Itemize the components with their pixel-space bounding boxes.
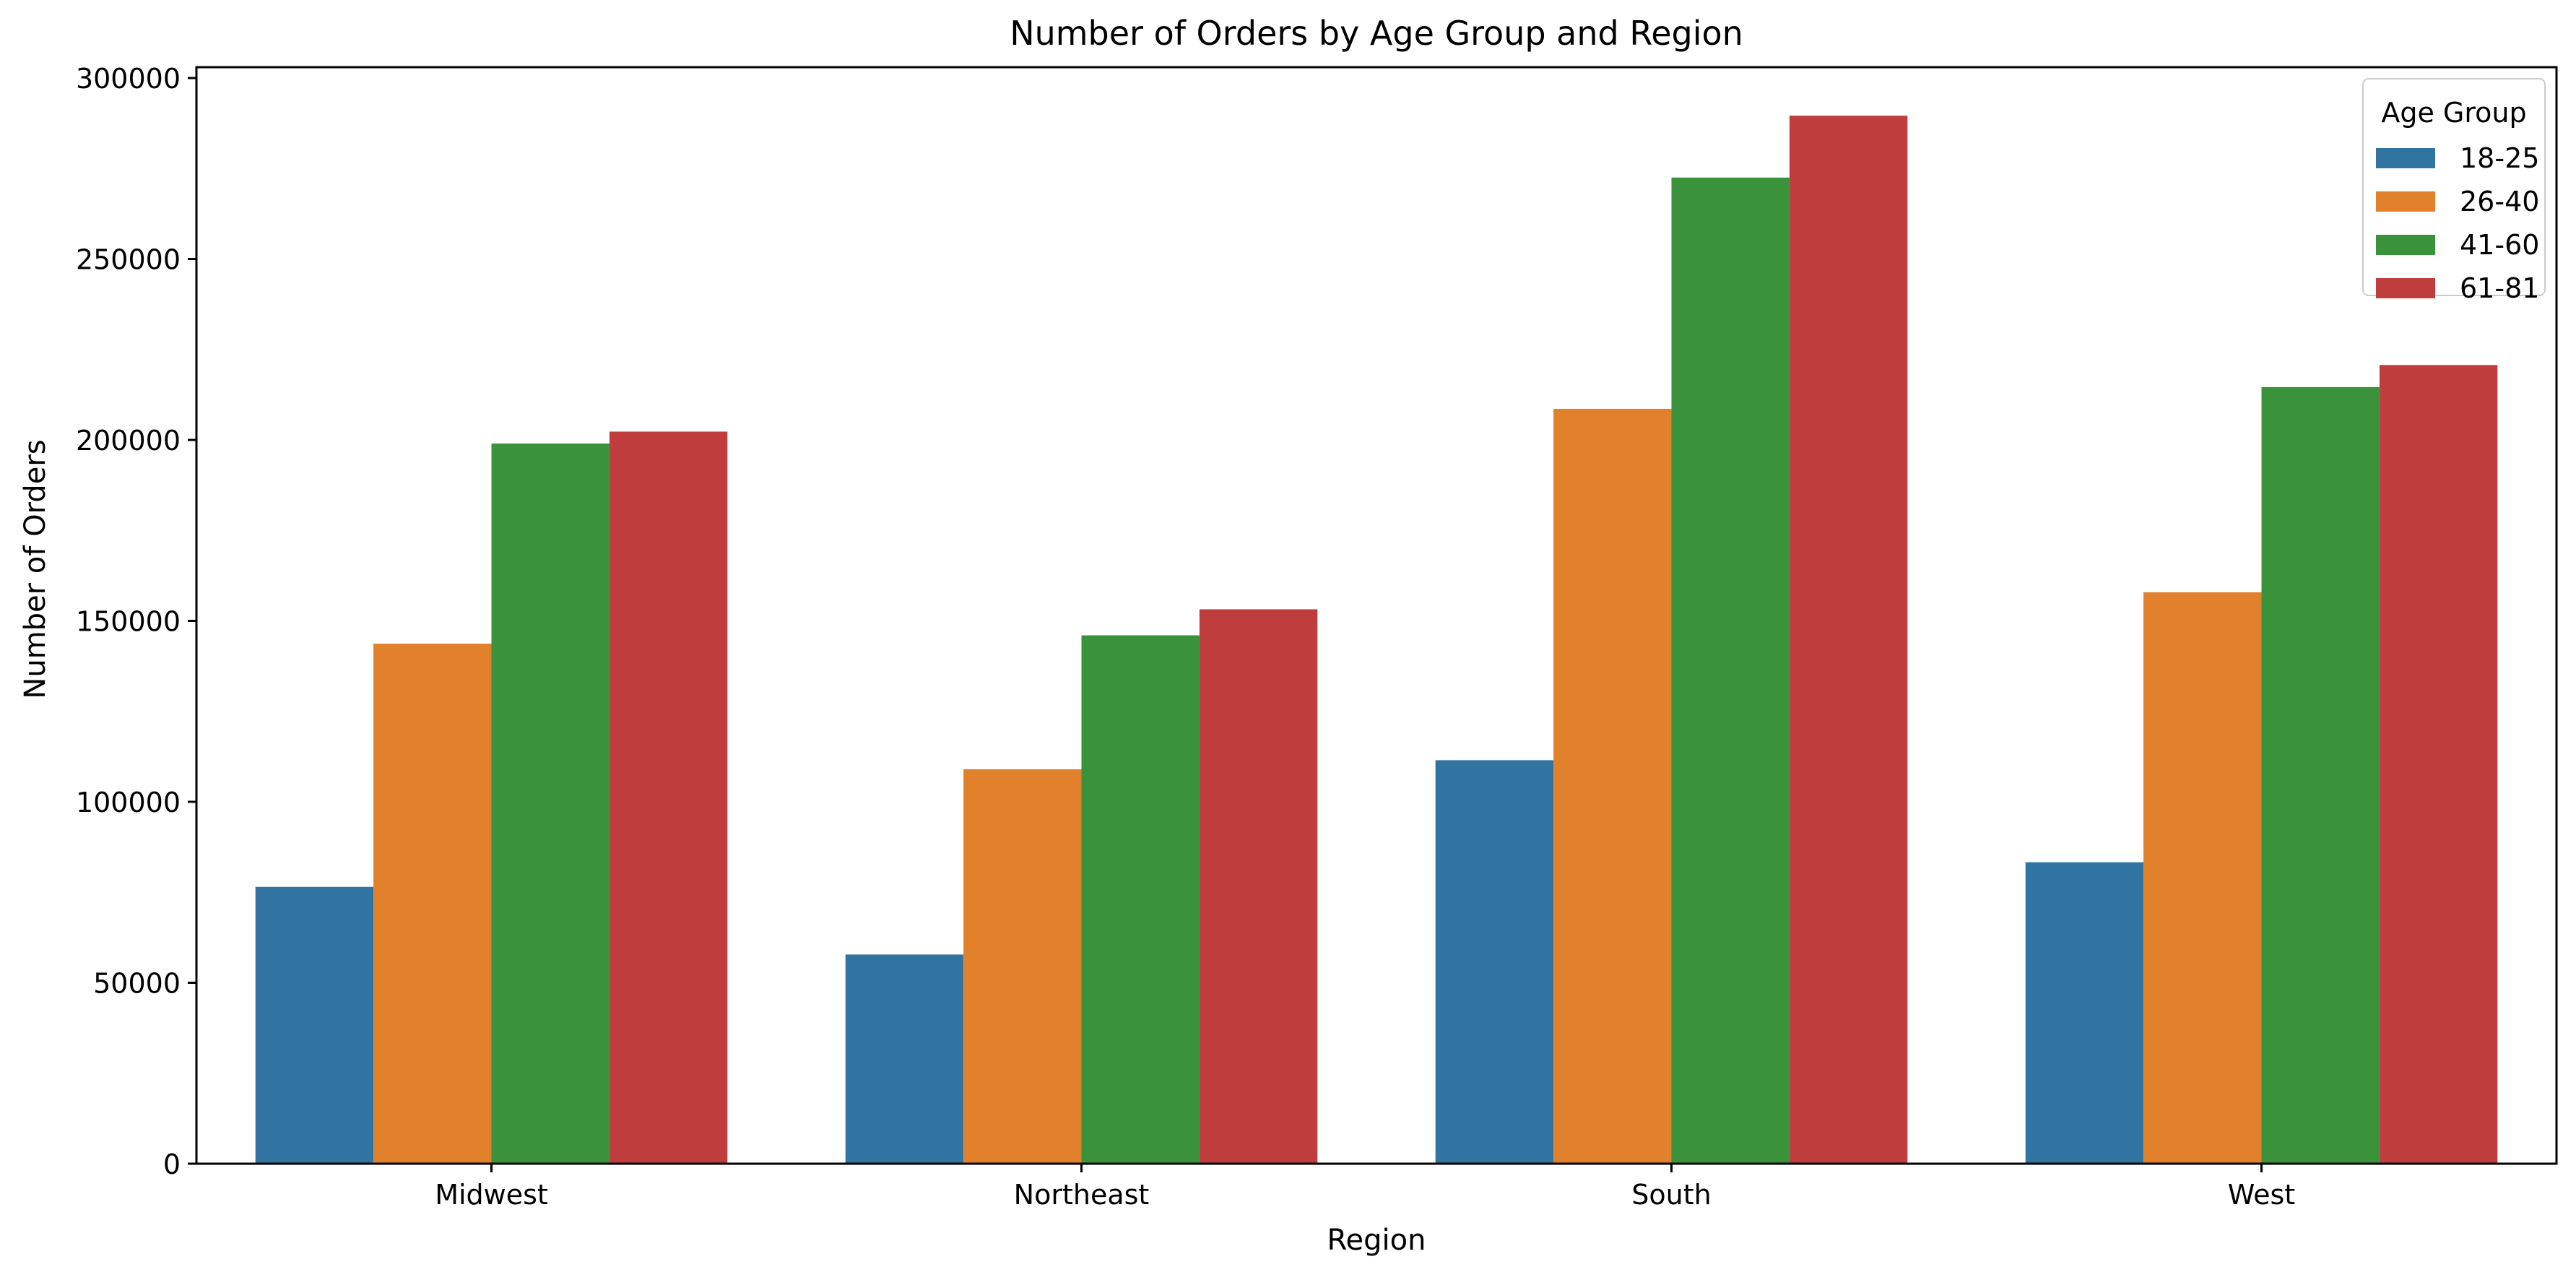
bar-midwest-41-60 [491,444,610,1164]
chart-title: Number of Orders by Age Group and Region [1010,14,1743,53]
x-tick-label: West [2228,1179,2295,1211]
y-tick-label: 50000 [93,968,181,1000]
x-axis-ticks: Midwest Northeast South West [435,1164,2295,1211]
bar-south-41-60 [1671,177,1790,1164]
bar-west-26-40 [2143,592,2262,1164]
legend-label: 18-25 [2460,142,2539,174]
y-axis-ticks: 0 50000 100000 150000 200000 250000 300000 [76,63,196,1180]
bar-midwest-26-40 [373,644,492,1164]
bar-west-61-81 [2379,365,2498,1164]
bar-south-26-40 [1553,408,1672,1164]
y-tick-label: 300000 [76,63,181,95]
bar-midwest-61-81 [609,431,728,1164]
x-tick-label: South [1631,1179,1711,1211]
y-tick-label: 250000 [76,244,181,276]
bars-layer [255,116,2498,1164]
legend-label: 41-60 [2460,229,2539,261]
y-tick-label: 0 [163,1149,181,1180]
bar-west-18-25 [2025,862,2144,1164]
x-tick-label: Northeast [1014,1179,1150,1211]
legend-swatch [2376,278,2435,298]
y-axis-label: Number of Orders [19,439,52,699]
bar-south-61-81 [1789,116,1908,1164]
legend-swatch [2376,148,2435,168]
x-axis-label: Region [1327,1224,1426,1257]
legend-swatch [2376,235,2435,255]
legend-title: Age Group [2381,97,2526,129]
y-tick-label: 200000 [76,425,181,457]
y-tick-label: 100000 [76,787,181,818]
bar-west-41-60 [2261,386,2380,1164]
bar-northeast-61-81 [1199,609,1318,1164]
legend-label: 61-81 [2460,272,2539,304]
bar-northeast-41-60 [1081,635,1200,1164]
legend-label: 26-40 [2460,186,2539,217]
legend: Age Group 18-25 26-40 41-60 61-81 [2362,78,2546,304]
x-tick-label: Midwest [435,1179,548,1211]
bar-northeast-26-40 [963,769,1082,1164]
plot-area-frame [195,66,2558,1165]
legend-swatch [2376,191,2435,212]
bar-south-18-25 [1435,760,1554,1164]
y-tick-label: 150000 [76,606,181,638]
bar-midwest-18-25 [255,886,374,1164]
bar-northeast-18-25 [845,954,964,1164]
